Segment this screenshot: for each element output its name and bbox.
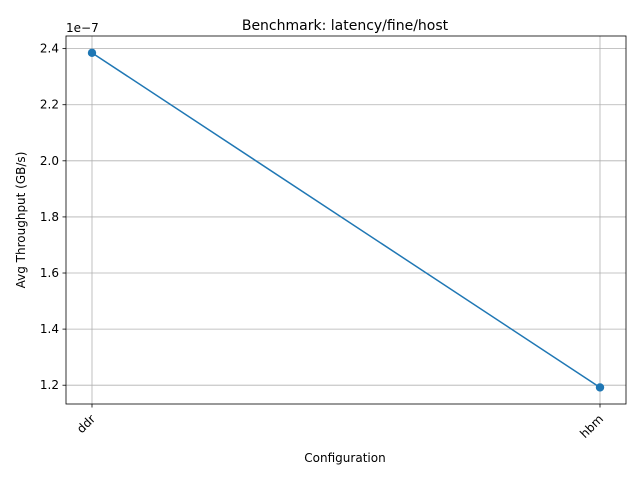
axes [65, 35, 627, 405]
y-tick-label: 2.4 [40, 42, 59, 56]
y-tick-label: 1.6 [40, 266, 59, 280]
y-tick-label: 1.4 [40, 322, 59, 336]
grid [66, 36, 626, 404]
y-tick-label: 1.2 [40, 378, 59, 392]
chart-title: Benchmark: latency/fine/host [242, 18, 449, 34]
y-offset-label: 1e−7 [66, 21, 99, 35]
series-line [91, 52, 601, 389]
data-point [87, 48, 97, 58]
y-tick-label: 2.0 [40, 154, 59, 168]
y-axis-label: Avg Throughput (GB/s) [14, 152, 28, 289]
y-tick-label: 2.2 [40, 98, 59, 112]
series-group [87, 48, 605, 392]
y-tick-label: 1.8 [40, 210, 59, 224]
data-point [595, 383, 605, 392]
plot-frame [65, 35, 627, 405]
x-axis-label: Configuration [304, 451, 385, 465]
